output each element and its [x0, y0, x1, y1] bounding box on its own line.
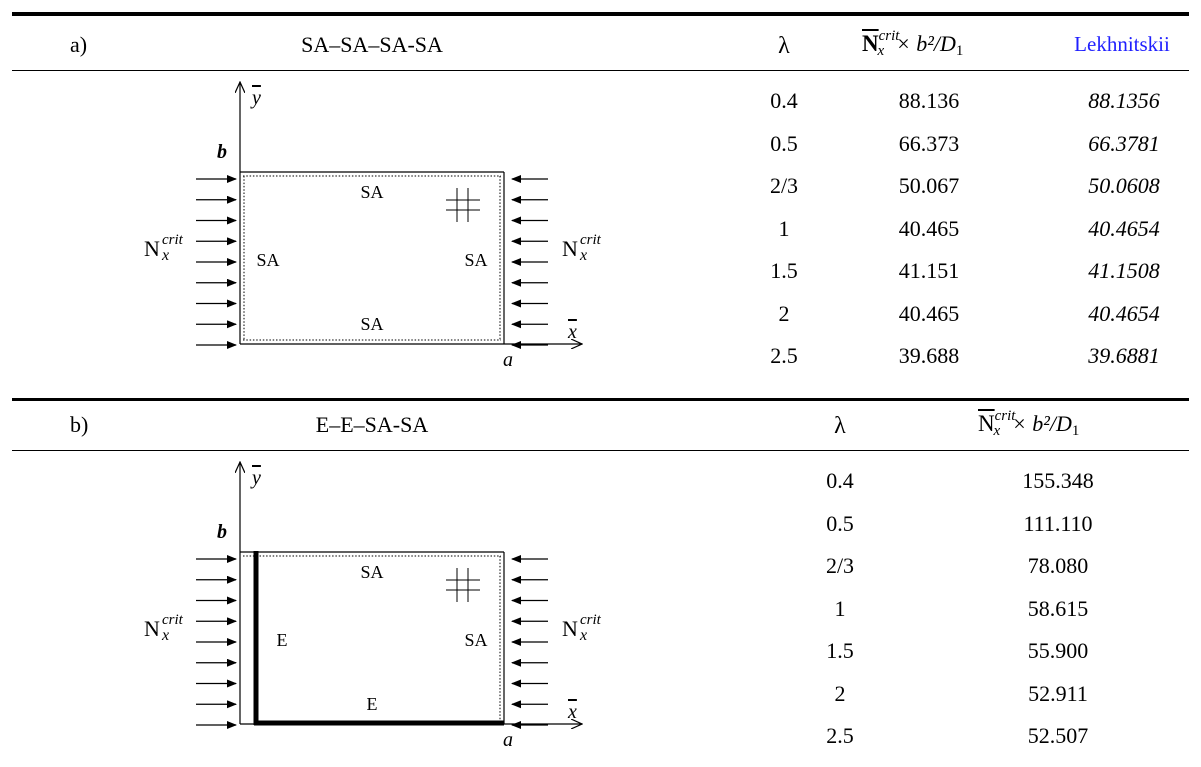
value-cell: 52.911	[1028, 680, 1088, 706]
lambda-cell: 0.5	[826, 510, 854, 536]
section-divider-rule	[12, 398, 1189, 401]
section-b-boundary: E–E–SA-SA	[315, 412, 429, 437]
value-cell: 41.151	[898, 258, 960, 283]
lambda-cell: 0.5	[770, 130, 798, 156]
lambda-cell: 1	[778, 215, 790, 241]
edge-label-top: SA	[360, 182, 383, 202]
lekhnitskii-cell: 88.1356	[1088, 88, 1160, 113]
load-label-left-sub: x	[161, 627, 169, 644]
section-a-label: a)	[70, 32, 88, 57]
lambda-cell: 2/3	[769, 173, 799, 198]
y-axis-label: y	[250, 87, 261, 109]
lambda-cell: 1.5	[770, 258, 798, 283]
lambda-cell: 1	[834, 595, 846, 621]
section-a-lambda-header: λ	[778, 33, 790, 59]
x-axis-label: x	[567, 701, 577, 723]
dim-label-a: a	[503, 729, 513, 751]
lambda-cell: 2	[778, 300, 790, 326]
edge-label-left: E	[277, 630, 288, 650]
load-label-right-sup: crit	[580, 232, 602, 248]
lekhnitskii-cell: 40.4654	[1088, 300, 1160, 326]
lambda-cell: 2.5	[826, 723, 854, 748]
value-cell: 40.465	[898, 215, 960, 241]
lekhnitskii-cell: 50.0608	[1088, 173, 1160, 198]
value-cell: 78.080	[1027, 553, 1089, 578]
section-b-label: b)	[70, 412, 89, 437]
load-label-left-symbol: N	[144, 236, 160, 261]
lambda-cell: 1.5	[826, 638, 854, 663]
load-label-right-sub: x	[579, 627, 587, 644]
section-b-lambda-header: λ	[834, 413, 846, 439]
header-b-rule	[12, 450, 1189, 451]
value-cell: 88.136	[898, 88, 960, 113]
dim-label-b: b	[217, 521, 227, 543]
load-label-left-sup: crit	[162, 612, 184, 628]
edge-label-top: SA	[360, 562, 383, 582]
load-label-right-symbol: N	[562, 236, 578, 261]
edge-label-bottom: E	[367, 694, 378, 714]
value-cell: 50.067	[898, 173, 960, 198]
table-top-rule	[12, 12, 1189, 16]
y-axis-label: y	[250, 467, 261, 489]
value-cell: 58.615	[1027, 595, 1089, 621]
load-label-left-sup: crit	[162, 232, 184, 248]
edge-label-right: SA	[464, 250, 487, 270]
dim-label-a: a	[503, 349, 513, 371]
edge-label-bottom: SA	[360, 314, 383, 334]
section-a-value-header: Ncritx × b²/D1	[862, 28, 964, 59]
load-label-left-symbol: N	[144, 616, 160, 641]
section-a-lekhnitskii-header: Lekhnitskii	[1074, 32, 1170, 56]
dim-label-b: b	[217, 141, 227, 163]
lekhnitskii-cell: 40.4654	[1088, 215, 1160, 241]
value-cell: 55.900	[1027, 638, 1089, 663]
value-cell: 66.373	[898, 130, 960, 156]
edge-label-left: SA	[256, 250, 279, 270]
value-cell: 111.110	[1023, 510, 1093, 536]
load-label-left-sub: x	[161, 247, 169, 264]
lambda-cell: 2/3	[825, 553, 855, 578]
value-cell: 39.688	[898, 343, 960, 368]
section-a-boundary: SA–SA–SA-SA	[301, 32, 443, 57]
x-axis-label: x	[567, 321, 577, 343]
lambda-cell: 2.5	[770, 343, 798, 368]
value-cell: 155.348	[1022, 468, 1094, 493]
section-b-value-header: Ncritx × b²/D1	[978, 408, 1080, 439]
header-a-rule	[12, 70, 1189, 71]
lekhnitskii-cell: 41.1508	[1088, 258, 1160, 283]
edge-label-right: SA	[464, 630, 487, 650]
lambda-cell: 2	[834, 680, 846, 706]
value-cell: 52.507	[1027, 723, 1089, 748]
load-label-right-sub: x	[579, 247, 587, 264]
value-cell: 40.465	[898, 300, 960, 326]
lekhnitskii-cell: 39.6881	[1088, 343, 1160, 368]
load-label-right-symbol: N	[562, 616, 578, 641]
lambda-cell: 0.4	[826, 468, 854, 493]
lekhnitskii-cell: 66.3781	[1088, 130, 1160, 156]
lambda-cell: 0.4	[770, 88, 798, 113]
load-label-right-sup: crit	[580, 612, 602, 628]
